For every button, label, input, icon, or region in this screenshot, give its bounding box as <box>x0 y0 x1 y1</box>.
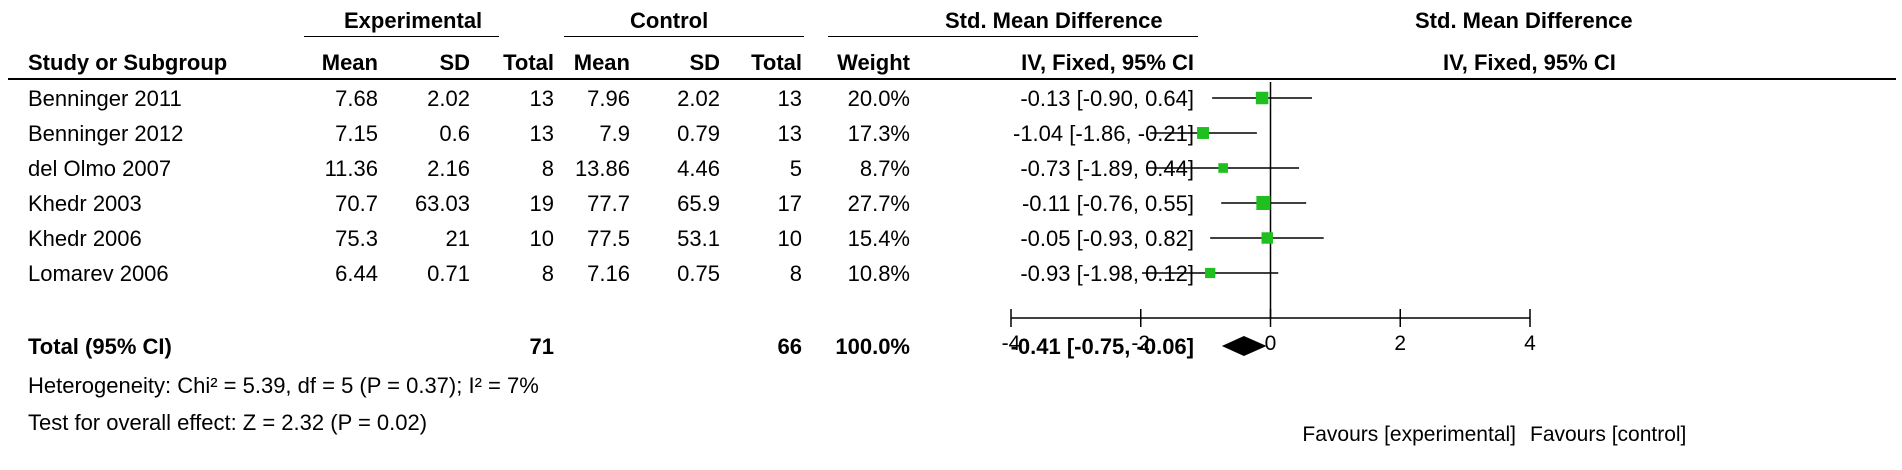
sd-e: 2.02 <box>427 86 470 111</box>
mean-c: 13.86 <box>574 156 630 181</box>
total-c: 17 <box>777 191 802 216</box>
weight: 17.3% <box>847 121 910 146</box>
pooled-diamond <box>1221 336 1267 356</box>
total-e: 8 <box>541 261 554 286</box>
total-e: 8 <box>541 156 554 181</box>
effect-marker <box>1261 232 1273 244</box>
sd-c: 0.75 <box>677 261 720 286</box>
sd-c: 53.1 <box>677 226 720 251</box>
sd-c: 0.79 <box>677 121 720 146</box>
header-sd-e: SD <box>439 50 470 75</box>
total-c: 13 <box>777 121 802 146</box>
x-tick-label: 0 <box>1265 332 1277 355</box>
study-name: Khedr 2006 <box>28 226 142 251</box>
sd-e: 0.6 <box>439 121 470 146</box>
weight: 27.7% <box>847 191 910 216</box>
total-c: 8 <box>789 261 802 286</box>
mean-e: 7.68 <box>335 86 378 111</box>
mean-c: 7.9 <box>599 121 630 146</box>
mean-e: 70.7 <box>335 191 378 216</box>
ci-text: -0.11 [-0.76, 0.55] <box>1021 191 1194 216</box>
header-experimental: Experimental <box>344 8 483 33</box>
sd-c: 4.46 <box>677 156 720 181</box>
total-e: 13 <box>529 121 554 146</box>
total-weight: 100.0% <box>835 334 910 359</box>
sd-e: 2.16 <box>427 156 470 181</box>
heterogeneity-text: Heterogeneity: Chi² = 5.39, df = 5 (P = … <box>28 373 539 398</box>
header-control: Control <box>630 8 709 33</box>
mean-e: 11.36 <box>324 156 378 181</box>
study-name: Benninger 2011 <box>28 86 182 111</box>
total-c: 13 <box>777 86 802 111</box>
header-mean-e: Mean <box>321 50 378 75</box>
total-e: 19 <box>529 191 554 216</box>
x-tick-label: -2 <box>1131 332 1150 355</box>
study-name: del Olmo 2007 <box>28 156 172 181</box>
total-label: Total (95% CI) <box>28 334 172 359</box>
weight: 15.4% <box>847 226 910 251</box>
mean-e: 75.3 <box>335 226 378 251</box>
mean-c: 7.96 <box>587 86 630 111</box>
effect-marker <box>1205 267 1216 279</box>
ci-text: -0.05 [-0.93, 0.82] <box>1020 226 1194 251</box>
favours-experimental-label: Favours [experimental] <box>1302 423 1516 446</box>
header-weight: Weight <box>837 50 910 75</box>
mean-c: 77.7 <box>587 191 630 216</box>
header-method-plot: IV, Fixed, 95% CI <box>1443 50 1616 75</box>
mean-e: 7.15 <box>335 121 378 146</box>
header-rule <box>8 78 1896 80</box>
weight: 8.7% <box>859 156 910 181</box>
total-e: 71 <box>529 334 554 359</box>
header-total-c: Total <box>751 50 802 75</box>
header-study: Study or Subgroup <box>28 50 228 75</box>
total-c: 66 <box>777 334 802 359</box>
weight: 10.8% <box>847 261 910 286</box>
sd-c: 65.9 <box>677 191 720 216</box>
study-name: Lomarev 2006 <box>28 261 169 286</box>
total-ci-text: -0.41 [-0.75, -0.06] <box>1010 334 1194 359</box>
mean-c: 77.5 <box>587 226 630 251</box>
experimental-underline <box>304 36 499 37</box>
study-name: Benninger 2012 <box>28 121 184 146</box>
header-total-e: Total <box>503 50 554 75</box>
weight: 20.0% <box>847 86 910 111</box>
ci-text: -0.13 [-0.90, 0.64] <box>1020 86 1194 111</box>
header-method-table: IV, Fixed, 95% CI <box>1021 50 1194 75</box>
effect-marker <box>1218 163 1228 173</box>
effect-marker <box>1197 127 1209 139</box>
total-c: 5 <box>789 156 802 181</box>
total-c: 10 <box>777 226 802 251</box>
study-name: Khedr 2003 <box>28 191 142 216</box>
x-tick-label: 4 <box>1524 332 1536 355</box>
total-e: 13 <box>529 86 554 111</box>
header-mean-c: Mean <box>573 50 630 75</box>
overall-effect-text: Test for overall effect: Z = 2.32 (P = 0… <box>28 410 428 435</box>
header-sd-c: SD <box>689 50 720 75</box>
effect-marker <box>1255 91 1269 105</box>
sd-c: 2.02 <box>677 86 720 111</box>
sd-e: 63.03 <box>414 191 470 216</box>
effect-marker <box>1256 196 1271 210</box>
x-tick-label: 2 <box>1394 332 1406 355</box>
smd-underline <box>828 36 1198 37</box>
total-e: 10 <box>529 226 554 251</box>
header-smd-table: Std. Mean Difference <box>945 8 1163 33</box>
favours-control-label: Favours [control] <box>1530 423 1686 446</box>
sd-e: 0.71 <box>427 261 470 286</box>
control-underline <box>564 36 804 37</box>
sd-e: 21 <box>445 226 470 251</box>
mean-e: 6.44 <box>335 261 378 286</box>
header-smd-plot: Std. Mean Difference <box>1415 8 1633 33</box>
x-tick-label: -4 <box>1002 332 1021 355</box>
mean-c: 7.16 <box>587 261 630 286</box>
